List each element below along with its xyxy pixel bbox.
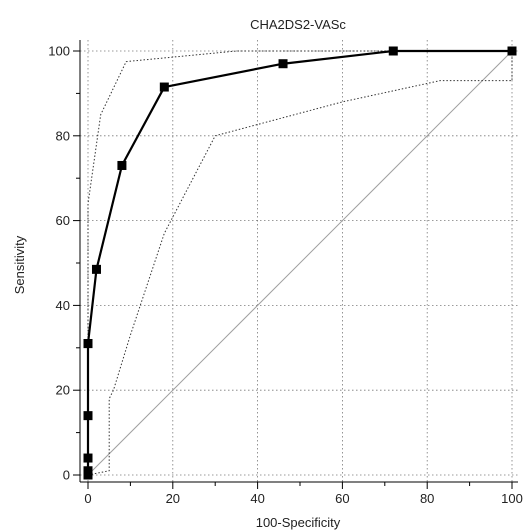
x-tick-label: 0 [84, 491, 91, 506]
chart-title: CHA2DS2-VASc [250, 17, 346, 32]
axes [79, 40, 518, 483]
roc-curve [83, 46, 517, 480]
ci-lower-line [87, 51, 513, 476]
x-tick-label: 40 [250, 491, 264, 506]
x-tick-label: 80 [420, 491, 434, 506]
roc-point [507, 46, 517, 56]
roc-point [83, 339, 93, 349]
roc-point [91, 264, 101, 274]
y-tick-label: 60 [56, 213, 70, 228]
diagonal-line [87, 50, 513, 476]
x-tick-label: 100 [501, 491, 523, 506]
roc-point [159, 82, 169, 92]
y-tick-label: 100 [48, 44, 70, 59]
y-axis-title: Sensitivity [12, 235, 27, 294]
roc-point [83, 411, 93, 421]
ci-upper-line [87, 50, 512, 475]
roc-point [83, 466, 93, 476]
confidence-bands [87, 50, 513, 476]
y-tick-label: 40 [56, 298, 70, 313]
grid-lines [80, 40, 518, 482]
x-axis-title: 100-Specificity [256, 515, 341, 530]
y-tick-label: 0 [63, 468, 70, 483]
roc-point [388, 46, 398, 56]
roc-point [117, 160, 127, 170]
x-tick-label: 20 [166, 491, 180, 506]
y-tick-label: 20 [56, 383, 70, 398]
y-tick-label: 80 [56, 128, 70, 143]
x-tick-label: 60 [335, 491, 349, 506]
roc-point [278, 59, 288, 69]
roc-point [83, 453, 93, 463]
reference-diagonal [87, 50, 513, 476]
tick-marks: 0 20 40 60 80 100 0 20 40 60 80 100 [48, 44, 523, 507]
